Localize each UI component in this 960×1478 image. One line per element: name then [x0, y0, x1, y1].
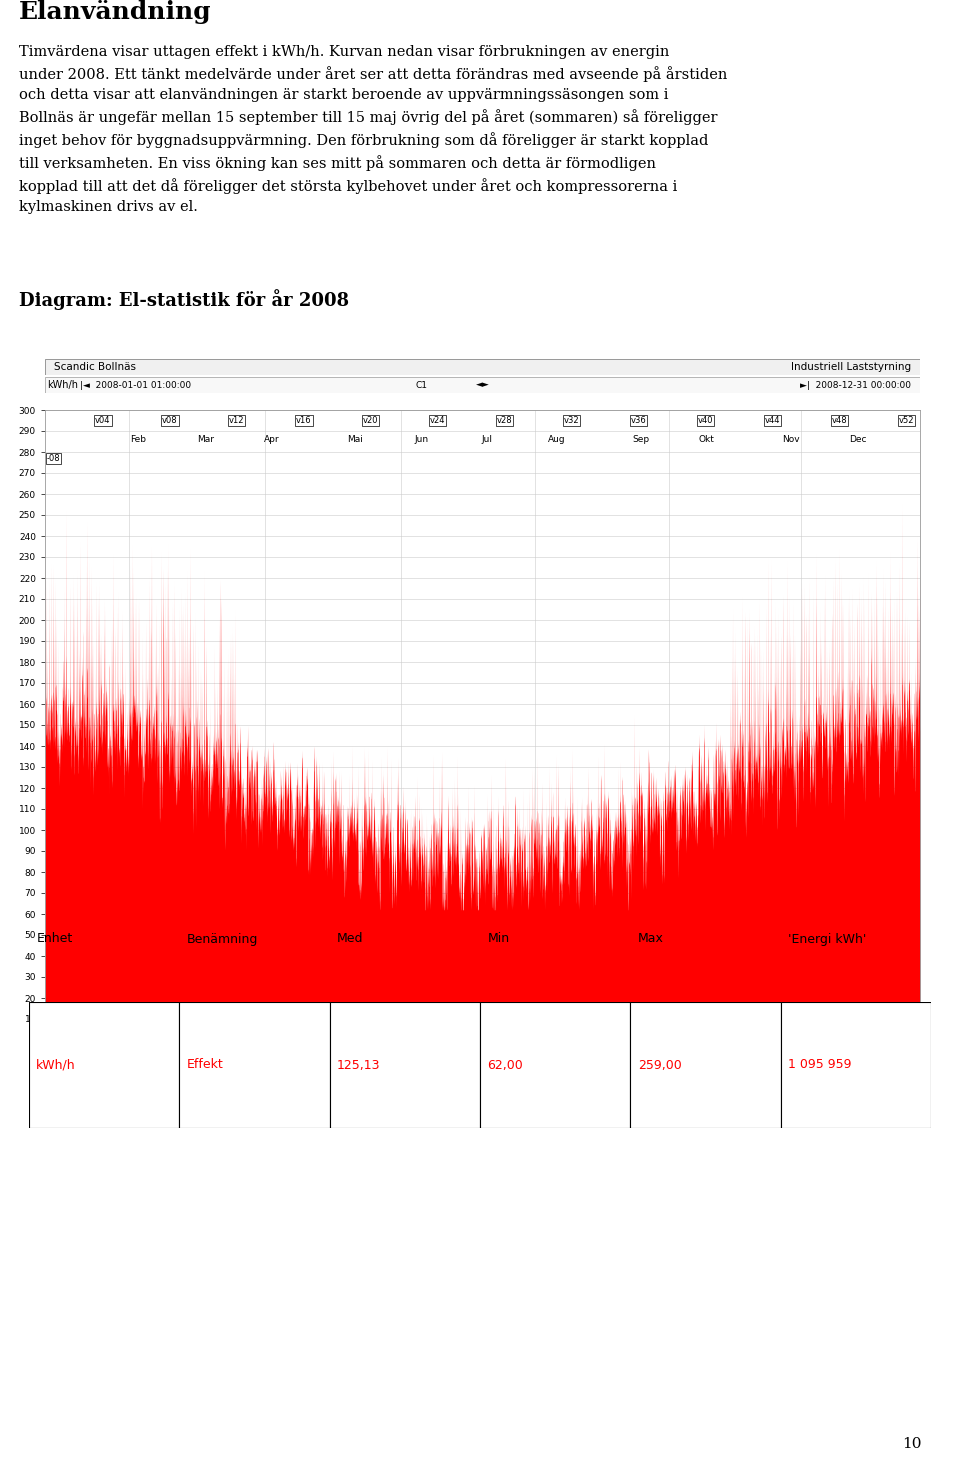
- Text: |◄  2008-01-01 01:00:00: |◄ 2008-01-01 01:00:00: [80, 380, 191, 390]
- Text: Mai: Mai: [348, 435, 363, 445]
- Text: v48: v48: [831, 417, 848, 426]
- Text: Aug: Aug: [548, 435, 566, 445]
- Bar: [180, 1002, 329, 1128]
- Text: Sep: Sep: [632, 435, 649, 445]
- Text: v52: v52: [899, 417, 914, 426]
- Text: v04: v04: [95, 417, 110, 426]
- Text: Med: Med: [337, 933, 364, 946]
- Text: Max: Max: [637, 933, 663, 946]
- Bar: [631, 876, 780, 1002]
- Text: v32: v32: [564, 417, 580, 426]
- Bar: [480, 876, 631, 1002]
- Text: 125,13: 125,13: [337, 1058, 380, 1072]
- Text: Min: Min: [488, 933, 510, 946]
- Text: v28: v28: [497, 417, 513, 426]
- Text: v44: v44: [765, 417, 780, 426]
- Bar: [29, 1002, 180, 1128]
- Text: Apr: Apr: [264, 435, 279, 445]
- Text: 'Energi kWh': 'Energi kWh': [788, 933, 867, 946]
- Text: Mar: Mar: [197, 435, 214, 445]
- Text: 259,00: 259,00: [637, 1058, 682, 1072]
- Text: Enhet: Enhet: [36, 933, 73, 946]
- Text: ◄►: ◄►: [475, 380, 490, 390]
- Text: v40: v40: [698, 417, 713, 426]
- Text: 62,00: 62,00: [488, 1058, 523, 1072]
- Text: v16: v16: [296, 417, 312, 426]
- Text: v36: v36: [631, 417, 646, 426]
- Text: ►|  2008-12-31 00:00:00: ►| 2008-12-31 00:00:00: [801, 380, 911, 390]
- Text: Industriell Laststyrning: Industriell Laststyrning: [791, 362, 911, 372]
- Text: 10: 10: [902, 1438, 922, 1451]
- Text: Feb: Feb: [130, 435, 146, 445]
- Bar: [29, 876, 180, 1002]
- Bar: [780, 876, 931, 1002]
- Text: v24: v24: [430, 417, 445, 426]
- Text: Jun: Jun: [415, 435, 428, 445]
- Text: Nov: Nov: [782, 435, 801, 445]
- Bar: [631, 1002, 780, 1128]
- Text: kWh/h: kWh/h: [48, 380, 79, 390]
- Text: 1 095 959: 1 095 959: [788, 1058, 852, 1072]
- Text: Jul: Jul: [481, 435, 492, 445]
- Text: Scandic Bollnäs: Scandic Bollnäs: [54, 362, 135, 372]
- Text: v12: v12: [229, 417, 245, 426]
- Text: Diagram: El-statistik för år 2008: Diagram: El-statistik för år 2008: [19, 290, 349, 310]
- Bar: [180, 876, 329, 1002]
- Text: Elanvändning: Elanvändning: [19, 0, 212, 24]
- Text: v20: v20: [363, 417, 378, 426]
- Text: v08: v08: [162, 417, 178, 426]
- Text: kWh/h: kWh/h: [36, 1058, 76, 1072]
- Text: Effekt: Effekt: [186, 1058, 224, 1072]
- Bar: [480, 1002, 631, 1128]
- Bar: [329, 1002, 480, 1128]
- Text: C1: C1: [416, 380, 427, 390]
- Text: Dec: Dec: [850, 435, 867, 445]
- Text: Benämning: Benämning: [186, 933, 258, 946]
- Text: Okt: Okt: [699, 435, 715, 445]
- Bar: [780, 1002, 931, 1128]
- Text: Timvärdena visar uttagen effekt i kWh/h. Kurvan nedan visar förbrukningen av ene: Timvärdena visar uttagen effekt i kWh/h.…: [19, 44, 728, 214]
- Text: -08: -08: [47, 454, 60, 463]
- Bar: [329, 876, 480, 1002]
